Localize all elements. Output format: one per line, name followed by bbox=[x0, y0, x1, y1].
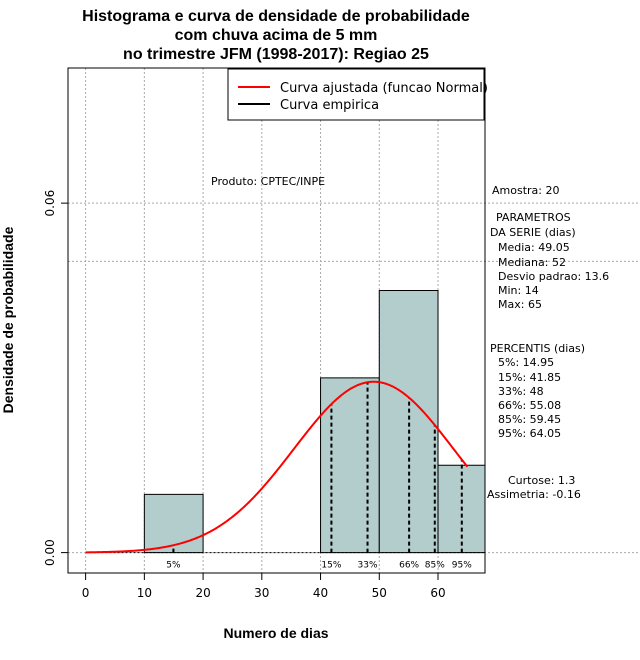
stat-p5: 5%: 14.95 bbox=[498, 356, 554, 369]
percentile-label: 5% bbox=[166, 561, 181, 571]
y-axis: 0.00 0.06 bbox=[43, 190, 68, 566]
legend-empirical-label: Curva empirica bbox=[280, 98, 379, 113]
chart-title-line-3: no trimestre JFM (1998-2017): Regiao 25 bbox=[123, 46, 429, 63]
product-note: Produto: CPTEC/INPE bbox=[211, 175, 325, 188]
side-panel-stats: Amostra: 20 PARAMETROS DA SERIE (dias) M… bbox=[487, 184, 609, 501]
x-tick-label: 10 bbox=[137, 586, 152, 600]
x-axis: 0 10 20 30 40 50 60 bbox=[82, 572, 446, 600]
stat-skewness: Assimetria: -0.16 bbox=[487, 488, 581, 501]
stat-min: Min: 14 bbox=[498, 284, 539, 297]
histogram-bar bbox=[143, 493, 204, 554]
y-axis-label: Densidade de probabilidade bbox=[0, 226, 16, 413]
y-tick-label: 0.06 bbox=[43, 190, 57, 217]
percentile-label: 15% bbox=[321, 561, 341, 571]
percentile-label: 33% bbox=[358, 561, 378, 571]
y-tick-label: 0.00 bbox=[43, 539, 57, 566]
fitted-curve-line bbox=[85, 380, 469, 554]
stat-p33: 33%: 48 bbox=[498, 385, 544, 398]
legend: Curva ajustada (funcao Normal) Curva emp… bbox=[227, 68, 488, 121]
stat-kurtosis: Curtose: 1.3 bbox=[508, 474, 575, 487]
x-axis-label: Numero de dias bbox=[223, 625, 328, 641]
percentile-label: 95% bbox=[452, 561, 472, 571]
stat-stddev: Desvio padrao: 13.6 bbox=[498, 270, 609, 283]
percentile-label: 85% bbox=[425, 561, 445, 571]
x-tick-label: 40 bbox=[313, 586, 328, 600]
stat-mean: Media: 49.05 bbox=[498, 241, 570, 254]
x-tick-label: 50 bbox=[372, 586, 387, 600]
x-tick-label: 30 bbox=[254, 586, 269, 600]
chart-title-line-1: Histograma e curva de densidade de proba… bbox=[82, 8, 470, 25]
histogram-bar bbox=[378, 290, 439, 554]
histogram-bars bbox=[85, 290, 486, 554]
stat-p66: 66%: 55.08 bbox=[498, 399, 561, 412]
histogram-bar bbox=[320, 377, 380, 554]
stat-p85: 85%: 59.45 bbox=[498, 413, 561, 426]
legend-box bbox=[227, 68, 485, 121]
legend-fitted-label: Curva ajustada (funcao Normal) bbox=[280, 81, 488, 96]
stat-p95: 95%: 64.05 bbox=[498, 427, 561, 440]
stat-median: Mediana: 52 bbox=[498, 256, 566, 269]
stat-max: Max: 65 bbox=[498, 298, 542, 311]
percentiles-header: PERCENTIS (dias) bbox=[490, 342, 585, 355]
empirical-curve bbox=[172, 382, 463, 553]
x-tick-label: 60 bbox=[430, 586, 445, 600]
stat-p15: 15%: 41.85 bbox=[498, 371, 561, 384]
percentile-label: 66% bbox=[399, 561, 419, 571]
percentile-labels: 5% 15% 33% 66% 85% 95% bbox=[166, 561, 472, 571]
params-header-2: DA SERIE (dias) bbox=[490, 226, 576, 239]
params-header-1: PARAMETROS bbox=[496, 211, 571, 224]
fitted-curve bbox=[85, 380, 469, 554]
sample-size: Amostra: 20 bbox=[492, 184, 559, 197]
x-tick-label: 0 bbox=[82, 586, 90, 600]
chart-title-line-2: com chuva acima de 5 mm bbox=[175, 27, 378, 44]
x-tick-label: 20 bbox=[195, 586, 210, 600]
